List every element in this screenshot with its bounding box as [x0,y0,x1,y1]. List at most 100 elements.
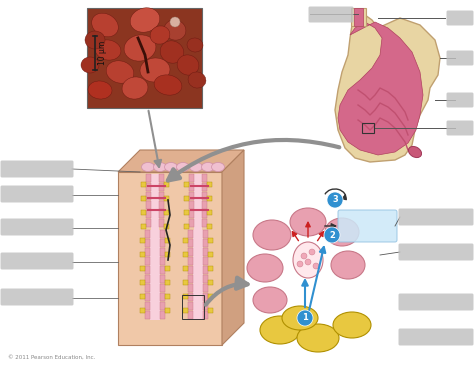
Ellipse shape [190,163,202,172]
Bar [146,210,151,218]
FancyBboxPatch shape [0,161,73,178]
FancyBboxPatch shape [399,294,474,310]
Bar [146,174,151,182]
Bar [203,248,208,256]
Text: 2: 2 [329,231,335,239]
Bar [203,257,208,265]
Polygon shape [118,150,244,172]
Bar [188,311,193,319]
Ellipse shape [85,31,105,49]
Ellipse shape [176,163,190,172]
Bar [145,311,150,319]
Polygon shape [118,172,222,345]
Bar [150,230,160,320]
FancyBboxPatch shape [447,93,474,108]
FancyBboxPatch shape [309,7,354,22]
Bar [207,210,212,215]
Bar [159,183,164,191]
Bar [188,230,193,238]
Bar [188,248,193,256]
Bar [146,201,151,209]
Bar [189,219,194,227]
Bar [164,224,169,229]
Bar [164,210,169,215]
Bar [354,8,363,26]
Bar [208,238,213,243]
Bar [208,280,213,285]
Bar [140,308,145,313]
Bar [159,174,164,182]
Bar [140,280,145,285]
Bar [159,201,164,209]
Ellipse shape [88,81,112,99]
FancyBboxPatch shape [447,120,474,135]
Ellipse shape [260,316,300,344]
FancyBboxPatch shape [0,186,73,202]
Bar [165,252,170,257]
Bar [164,196,169,201]
Bar [141,196,146,201]
FancyBboxPatch shape [399,209,474,225]
FancyBboxPatch shape [338,210,397,242]
Ellipse shape [124,35,156,61]
Bar [145,284,150,292]
Bar [183,238,188,243]
Ellipse shape [253,287,287,313]
Bar [182,295,204,319]
Ellipse shape [154,75,182,95]
Bar [141,182,146,187]
Ellipse shape [211,163,225,172]
Ellipse shape [331,251,365,279]
Bar [145,275,150,283]
Polygon shape [335,15,440,162]
Bar [203,239,208,247]
Bar [203,230,208,238]
Ellipse shape [150,26,170,44]
Bar [203,266,208,274]
Bar [188,302,193,310]
Bar [207,182,212,187]
Ellipse shape [81,57,99,73]
Bar [145,230,150,238]
Ellipse shape [140,58,170,82]
Circle shape [305,259,311,265]
Bar [159,210,164,218]
Bar [159,219,164,227]
Bar [165,308,170,313]
Bar [160,275,165,283]
Bar [202,219,207,227]
Bar [160,257,165,265]
Bar [194,174,202,230]
Bar [183,294,188,299]
Bar [203,275,208,283]
Bar [141,210,146,215]
Bar [145,257,150,265]
Bar [146,183,151,191]
Bar [145,266,150,274]
Bar [208,252,213,257]
Polygon shape [222,150,244,345]
Bar [184,182,189,187]
Circle shape [313,263,319,269]
Ellipse shape [130,8,160,32]
Text: 1: 1 [302,314,308,322]
Ellipse shape [290,208,326,236]
Bar [188,293,193,301]
Bar [146,192,151,200]
Ellipse shape [164,163,177,172]
FancyBboxPatch shape [399,329,474,346]
Ellipse shape [201,163,215,172]
Ellipse shape [95,40,121,60]
Bar [151,174,159,230]
Bar [203,284,208,292]
Bar [362,123,374,133]
Ellipse shape [409,146,421,158]
Ellipse shape [160,41,184,63]
Ellipse shape [247,254,283,282]
Bar [188,266,193,274]
Bar [146,219,151,227]
Bar [207,224,212,229]
Ellipse shape [91,13,118,37]
Bar [184,224,189,229]
Bar [160,293,165,301]
